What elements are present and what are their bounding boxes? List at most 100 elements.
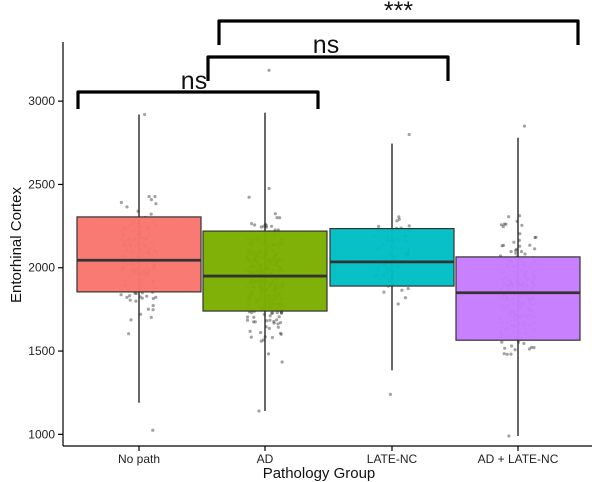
data-point xyxy=(259,331,263,335)
y-tick-label: 1000 xyxy=(28,427,55,441)
data-point xyxy=(510,344,514,348)
data-point xyxy=(249,335,253,339)
data-point xyxy=(151,304,155,308)
data-point xyxy=(140,296,144,300)
data-point xyxy=(151,308,155,312)
data-point xyxy=(151,297,155,301)
data-point xyxy=(277,315,281,319)
data-point xyxy=(499,223,503,227)
y-axis-title: Entorhinal Cortex xyxy=(8,187,25,303)
data-point xyxy=(500,244,504,248)
data-point xyxy=(382,290,386,294)
data-point xyxy=(134,299,138,303)
data-point xyxy=(533,235,537,240)
data-point xyxy=(125,295,129,299)
data-point xyxy=(270,335,274,340)
data-point xyxy=(502,352,506,356)
data-point xyxy=(396,302,400,306)
data-point xyxy=(520,250,524,254)
data-point xyxy=(520,223,524,227)
data-point xyxy=(406,287,410,291)
data-point xyxy=(128,294,132,298)
data-point xyxy=(500,340,504,344)
data-point xyxy=(509,250,513,254)
data-point xyxy=(505,352,509,356)
data-point xyxy=(250,310,254,315)
y-tick-label: 2000 xyxy=(28,261,55,275)
box xyxy=(202,230,328,312)
data-point xyxy=(119,200,123,205)
data-point xyxy=(250,222,254,226)
data-point xyxy=(259,339,263,343)
data-point xyxy=(388,392,392,396)
data-point xyxy=(268,314,272,318)
data-point xyxy=(253,223,257,227)
data-point xyxy=(247,195,251,199)
significance-bracket xyxy=(76,90,320,109)
data-point xyxy=(275,216,279,220)
data-point xyxy=(268,318,272,322)
data-point xyxy=(512,240,516,244)
x-axis-title: Pathology Group xyxy=(263,465,376,482)
data-point xyxy=(267,326,271,330)
boxes xyxy=(76,112,581,437)
data-point xyxy=(514,247,519,251)
data-point xyxy=(514,251,518,255)
data-point xyxy=(534,235,538,239)
data-point xyxy=(119,293,123,297)
x-tick-label: AD + LATE-NC xyxy=(478,452,559,466)
data-point xyxy=(253,320,257,324)
data-point xyxy=(275,310,279,315)
data-point xyxy=(154,295,158,299)
axes xyxy=(62,42,592,447)
data-point xyxy=(397,215,401,219)
data-point xyxy=(279,332,283,336)
data-point xyxy=(279,331,283,335)
box xyxy=(455,256,581,341)
data-point xyxy=(533,247,537,251)
data-point xyxy=(267,68,271,72)
data-point xyxy=(271,311,275,315)
data-point xyxy=(127,332,131,336)
data-point xyxy=(395,219,399,223)
data-point xyxy=(397,217,401,221)
data-point xyxy=(143,112,147,117)
data-point xyxy=(273,212,277,216)
data-point xyxy=(259,225,263,229)
data-point xyxy=(522,341,526,345)
data-point xyxy=(151,428,155,432)
y-tick-label: 3000 xyxy=(28,94,55,108)
x-tick-label: No path xyxy=(118,452,160,466)
data-point xyxy=(501,225,505,229)
x-tick-label: LATE-NC xyxy=(367,452,418,466)
data-point xyxy=(518,232,522,236)
box xyxy=(76,216,202,293)
data-point xyxy=(517,238,522,242)
data-point xyxy=(527,347,532,351)
data-point xyxy=(149,198,153,202)
data-point xyxy=(257,409,261,413)
data-point xyxy=(400,288,404,292)
data-point xyxy=(518,214,522,218)
data-point xyxy=(280,311,284,315)
data-point xyxy=(125,205,129,209)
data-point xyxy=(261,338,265,342)
y-ticks: 1000 1500 2000 2500 3000 xyxy=(28,94,63,441)
data-point xyxy=(523,252,527,256)
data-point xyxy=(407,224,411,228)
data-point xyxy=(128,298,132,302)
data-point xyxy=(514,248,518,253)
data-point xyxy=(134,291,138,296)
data-point xyxy=(149,212,153,216)
data-point xyxy=(147,194,151,199)
significance-label: ns xyxy=(313,31,339,59)
y-tick-label: 2500 xyxy=(28,177,55,191)
data-point xyxy=(513,348,517,352)
data-point xyxy=(502,222,506,226)
data-point xyxy=(275,318,279,322)
significance-label: ns xyxy=(181,67,207,95)
data-point xyxy=(280,360,284,364)
y-tick-label: 1500 xyxy=(28,344,55,358)
data-point xyxy=(129,318,133,322)
data-point xyxy=(522,124,527,128)
